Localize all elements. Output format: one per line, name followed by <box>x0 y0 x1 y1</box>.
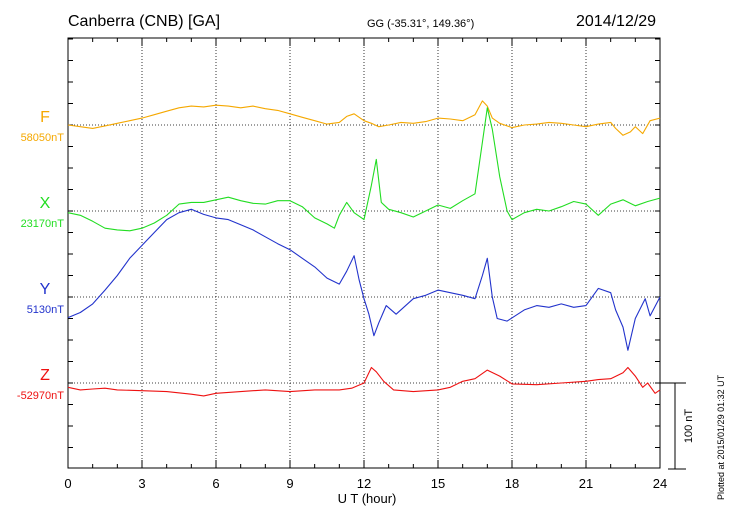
x-axis-label: U T (hour) <box>338 491 397 506</box>
scale-bar-label: 100 nT <box>683 409 695 444</box>
series-baseline-y: 5130nT <box>27 304 65 316</box>
x-tick-label: 15 <box>431 476 445 491</box>
series-name-x: X <box>40 195 51 212</box>
series-line-z <box>67 366 661 397</box>
series-baseline-z: -52970nT <box>17 390 64 402</box>
series-baseline-f: 58050nT <box>21 132 65 144</box>
plot-frame <box>67 37 661 469</box>
series-name-f: F <box>40 109 50 126</box>
station-title: Canberra (CNB) [GA] <box>68 13 221 30</box>
x-tick-label: 9 <box>286 476 293 491</box>
x-tick-label: 12 <box>357 476 371 491</box>
series-name-z: Z <box>40 367 50 384</box>
x-tick-label: 21 <box>579 476 593 491</box>
series-baseline-x: 23170nT <box>21 218 65 230</box>
series-line-x <box>67 107 661 232</box>
x-tick-label: 3 <box>138 476 145 491</box>
x-tick-label: 24 <box>653 476 667 491</box>
series-line-f <box>67 100 661 136</box>
coordinates: GG (-35.31°, 149.36°) <box>367 18 475 30</box>
x-tick-label: 6 <box>212 476 219 491</box>
series-line-y <box>67 208 661 351</box>
x-tick-label: 0 <box>64 476 71 491</box>
x-tick-label: 18 <box>505 476 519 491</box>
series-name-y: Y <box>40 281 51 298</box>
date: 2014/12/29 <box>576 13 657 30</box>
